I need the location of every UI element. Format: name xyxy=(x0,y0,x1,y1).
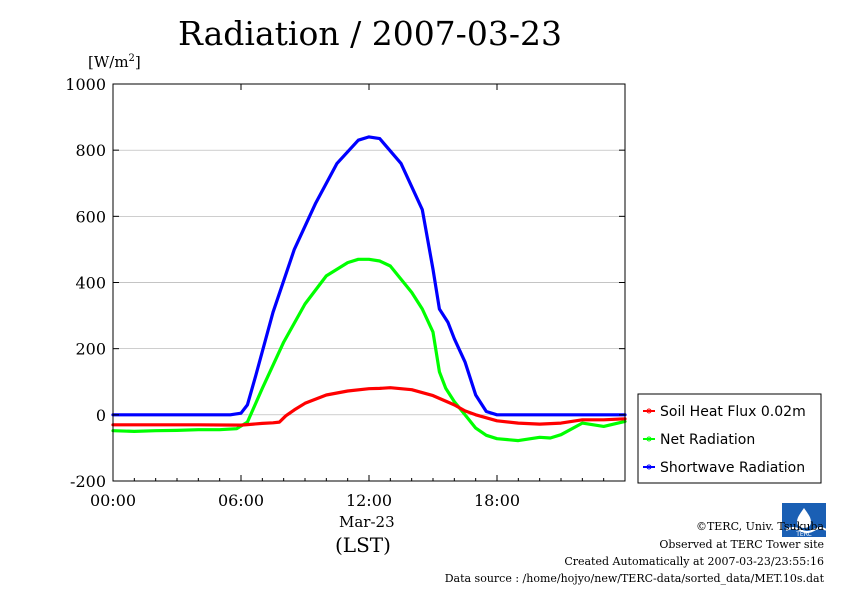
legend-marker-1 xyxy=(646,436,652,442)
x-tick-label-0: 00:00 xyxy=(90,491,136,510)
y-tick-label-1: 800 xyxy=(75,141,106,160)
y-tick-label-6: -200 xyxy=(70,472,106,491)
legend-label-1: Net Radiation xyxy=(660,432,755,448)
created-text: Created Automatically at 2007-03-23/23:5… xyxy=(564,555,824,568)
x-axis-label: (LST) xyxy=(335,533,391,557)
legend-label-2: Shortwave Radiation xyxy=(660,460,805,476)
legend: Soil Heat Flux 0.02m Net Radiation Shortwa… xyxy=(637,393,822,484)
y-axis-unit-label: [W/m2] xyxy=(88,53,141,71)
x-axis-ticks: 00:00 06:00 12:00 18:00 xyxy=(90,84,605,510)
legend-label-0: Soil Heat Flux 0.02m xyxy=(660,404,806,420)
data-source-text: Data source : /home/hojyo/new/TERC-data/… xyxy=(444,572,824,585)
y-tick-label-3: 400 xyxy=(75,274,106,293)
series-layer xyxy=(111,135,627,443)
x-tick-label-2: 12:00 xyxy=(346,491,392,510)
legend-marker-0 xyxy=(646,408,652,414)
y-axis-ticks: 1000 800 600 400 200 0 -200 xyxy=(65,75,625,491)
y-tick-label-0: 1000 xyxy=(65,75,106,94)
x-tick-label-1: 06:00 xyxy=(218,491,264,510)
series-line-1 xyxy=(111,257,627,443)
terc-logo-icon: TERC xyxy=(782,503,826,537)
y-tick-label-4: 200 xyxy=(75,340,106,359)
copyright-text: ©TERC, Univ. Tsukuba xyxy=(695,520,824,533)
y-tick-label-5: 0 xyxy=(96,406,106,425)
series-line-0 xyxy=(111,386,627,427)
y-tick-label-2: 600 xyxy=(75,207,106,226)
date-label: Mar-23 xyxy=(339,513,395,531)
chart-title: Radiation / 2007-03-23 xyxy=(178,14,562,53)
legend-box xyxy=(637,393,822,484)
legend-marker-2 xyxy=(646,464,652,470)
series-line-2 xyxy=(111,135,627,417)
observed-text: Observed at TERC Tower site xyxy=(659,538,824,551)
svg-text:TERC: TERC xyxy=(795,531,812,537)
chart-grid xyxy=(113,149,625,416)
x-tick-label-3: 18:00 xyxy=(474,491,520,510)
